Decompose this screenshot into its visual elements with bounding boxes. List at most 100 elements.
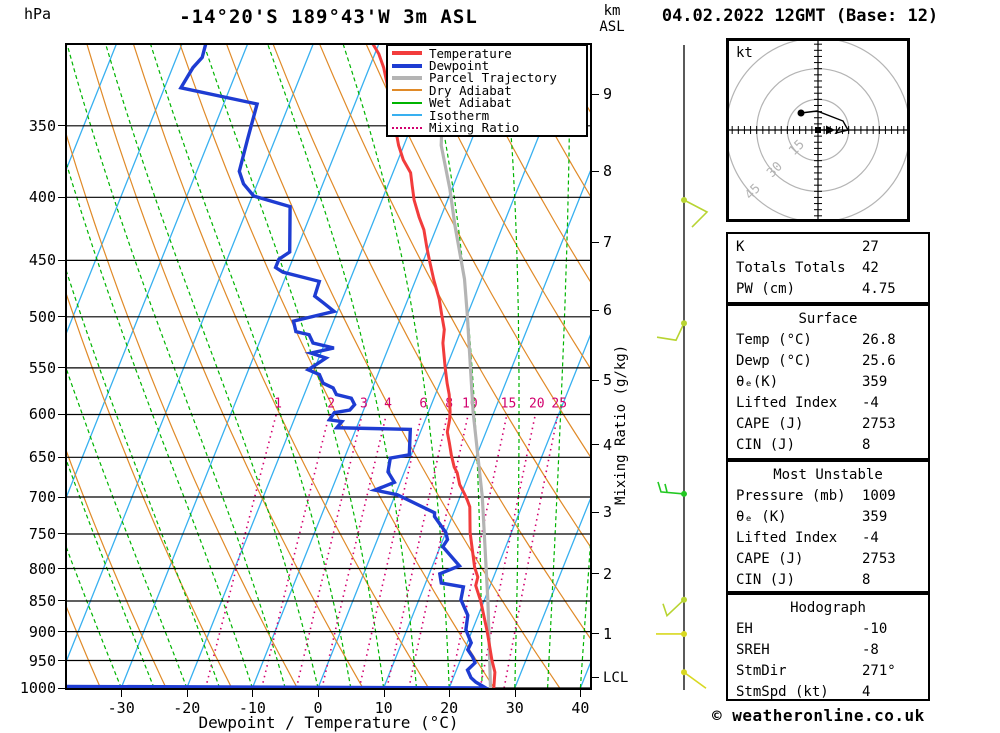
- date-title: 04.02.2022 12GMT (Base: 12): [661, 6, 939, 26]
- height-tick-label: 6: [603, 301, 613, 320]
- wind-barb: [683, 671, 707, 689]
- info-row-value: 42: [862, 260, 879, 276]
- info-box-indices: K 27 Totals Totals 42 PW (cm) 4.75: [726, 232, 930, 304]
- hodograph-unit-label: kt: [736, 45, 753, 61]
- pressure-tick-label: 600: [28, 405, 56, 424]
- temperature-tick-label: 40: [571, 699, 590, 717]
- info-row-label: StmSpd (kt): [736, 684, 829, 700]
- pressure-tick-label: 750: [28, 524, 56, 543]
- legend-line-sample: [392, 63, 422, 68]
- temperature-tick: [383, 690, 385, 697]
- info-row: Lifted Index -4: [728, 393, 928, 414]
- info-row-value: -10: [862, 621, 888, 637]
- hodograph-trace: [800, 110, 850, 135]
- info-row: Lifted Index -4: [728, 528, 928, 549]
- mixing-ratio-line: [295, 414, 363, 689]
- height-tick: [592, 241, 599, 243]
- pressure-tick-label: 800: [28, 559, 56, 578]
- legend-row: Temperature: [392, 45, 586, 61]
- chart-legend: Temperature Dewpoint Parcel Trajectory Dry …: [386, 44, 588, 137]
- height-tick-label: 4: [603, 435, 613, 454]
- info-row-label: Dewp (°C): [736, 353, 812, 369]
- legend-label: Temperature: [429, 45, 512, 61]
- isotherm-line: [382, 165, 592, 689]
- height-tick: [592, 511, 599, 513]
- lcl-tick: [592, 677, 599, 679]
- info-row-value: 8: [862, 572, 871, 588]
- wet-adiabat-line: [342, 43, 450, 689]
- mixing-ratio-label: 2: [327, 396, 335, 411]
- legend-label: Mixing Ratio: [429, 120, 520, 136]
- pressure-tick: [58, 600, 65, 602]
- wet-adiabat-line: [65, 542, 122, 689]
- height-tick: [592, 170, 599, 172]
- info-row: Totals Totals 42: [728, 258, 928, 279]
- pressure-tick-label: 450: [28, 251, 56, 270]
- mixing-ratio-label: 15: [501, 396, 517, 411]
- dry-adiabat-line: [458, 43, 592, 286]
- info-row-value: 4.75: [862, 281, 896, 297]
- station-title: -14°20'S 189°43'W 3m ASL: [179, 6, 478, 28]
- pressure-tick: [58, 413, 65, 415]
- mixing-ratio-label: 20: [529, 396, 545, 411]
- legend-line-sample: [392, 114, 422, 117]
- legend-row: Wet Adiabat: [392, 95, 586, 110]
- height-tick-label: 9: [603, 85, 613, 104]
- info-row-value: 271°: [862, 663, 896, 679]
- info-box-title: Hodograph: [790, 600, 866, 616]
- height-tick-label: 2: [603, 564, 613, 583]
- temperature-line: [371, 43, 497, 689]
- info-row-label: Totals Totals: [736, 260, 846, 276]
- pressure-tick: [58, 125, 65, 127]
- info-row-value: -4: [862, 530, 879, 546]
- isotherm-line: [65, 43, 315, 667]
- info-row: K 27: [728, 237, 928, 258]
- info-box-surface: Surface Temp (°C) 26.8 Dewp (°C) 25.6 θₑ(K) 35…: [726, 304, 930, 460]
- info-row: PW (cm) 4.75: [728, 279, 928, 300]
- mixing-ratio-axis-label: Mixing Ratio (g/kg): [613, 344, 629, 505]
- info-row-label: Pressure (mb): [736, 488, 846, 504]
- info-row-value: -4: [862, 395, 879, 411]
- dry-adiabat-line: [65, 128, 298, 689]
- dry-adiabat-line: [272, 43, 592, 642]
- mixing-ratio-label: 25: [551, 396, 567, 411]
- info-row-label: CAPE (J): [736, 551, 804, 567]
- legend-line-sample: [392, 51, 422, 56]
- legend-line-sample: [392, 89, 422, 92]
- dry-adiabat-line: [65, 445, 167, 689]
- temperature-tick-label: 0: [313, 699, 323, 717]
- wet-adiabat-line: [579, 515, 592, 689]
- wet-adiabat-line: [65, 264, 221, 689]
- legend-label: Parcel Trajectory: [429, 70, 557, 86]
- temperature-tick-label: 20: [440, 699, 459, 717]
- info-row: CAPE (J) 2753: [728, 549, 928, 570]
- height-tick-label: 8: [603, 162, 613, 181]
- wind-barb-column: [656, 45, 709, 690]
- wind-barb: [683, 199, 709, 228]
- temperature-tick: [449, 690, 451, 697]
- info-row-label: PW (cm): [736, 281, 796, 297]
- x-axis-title: Dewpoint / Temperature (°C): [198, 713, 459, 732]
- height-tick-label: 7: [603, 233, 613, 252]
- isotherm-line: [514, 493, 592, 689]
- info-row: EH -10: [728, 619, 928, 640]
- info-row: StmSpd (kt) 4: [728, 682, 928, 703]
- temperature-tick: [318, 690, 319, 697]
- info-row-value: 1009: [862, 488, 896, 504]
- pressure-tick-label: 500: [28, 307, 56, 326]
- pressure-tick-label: 400: [28, 188, 56, 207]
- pressure-tick-label: 550: [28, 358, 56, 377]
- isotherm-line: [317, 43, 577, 689]
- info-row-label: Temp (°C): [736, 332, 812, 348]
- mixing-ratio-label: 1: [274, 396, 282, 411]
- wet-adiabat-line: [502, 43, 520, 689]
- dewpoint-line: [65, 43, 493, 690]
- info-row: StmDir 271°: [728, 661, 928, 682]
- info-row-label: CAPE (J): [736, 416, 804, 432]
- pressure-tick-label: 700: [28, 488, 56, 506]
- mixing-ratio-label: 3: [360, 396, 368, 411]
- mixing-ratio-label: 6: [419, 396, 427, 411]
- dry-adiabat-line: [132, 43, 430, 689]
- info-box-title: Most Unstable: [773, 467, 883, 483]
